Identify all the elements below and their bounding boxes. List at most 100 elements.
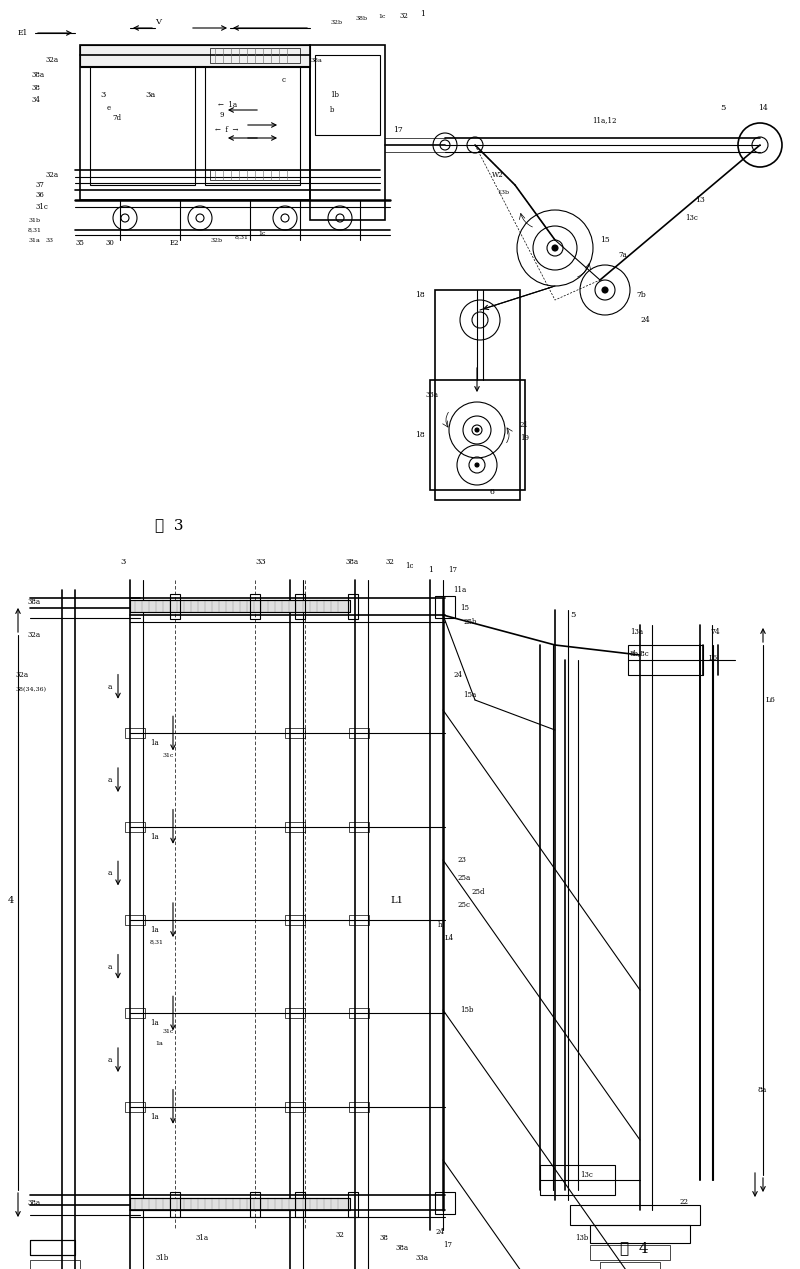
Text: 33a: 33a xyxy=(425,391,438,398)
Bar xyxy=(125,728,145,739)
Bar xyxy=(130,1198,350,1211)
Text: ←  1a: ← 1a xyxy=(218,102,237,109)
Text: 8,31: 8,31 xyxy=(28,227,42,232)
Text: ←  f  →: ← f → xyxy=(215,126,238,135)
Circle shape xyxy=(552,245,558,251)
Bar xyxy=(285,728,305,739)
Text: 图  4: 图 4 xyxy=(620,1241,649,1255)
Text: E2: E2 xyxy=(170,239,179,247)
Text: 8,31: 8,31 xyxy=(150,939,164,944)
Text: 11a,12: 11a,12 xyxy=(592,115,617,124)
Text: 18: 18 xyxy=(415,431,425,439)
Text: L6: L6 xyxy=(709,654,718,662)
Text: 15: 15 xyxy=(460,604,469,612)
Bar xyxy=(250,1192,260,1217)
Text: 1a: 1a xyxy=(150,926,158,934)
Bar xyxy=(125,1009,145,1018)
Text: 33a: 33a xyxy=(415,1254,428,1261)
Text: 25b: 25b xyxy=(463,618,477,626)
Text: 3: 3 xyxy=(120,558,126,566)
Bar xyxy=(90,65,195,185)
Bar xyxy=(80,44,310,201)
Text: 1a: 1a xyxy=(150,832,158,840)
Text: 37: 37 xyxy=(35,181,44,189)
Text: 38: 38 xyxy=(32,84,41,91)
Text: 17: 17 xyxy=(448,566,457,574)
Text: 8,31: 8,31 xyxy=(235,235,249,240)
Text: 38a: 38a xyxy=(28,1199,41,1207)
Text: 38a: 38a xyxy=(310,57,322,62)
Text: 1b: 1b xyxy=(330,91,339,99)
Text: 31c: 31c xyxy=(162,1029,174,1034)
Text: 18: 18 xyxy=(415,291,425,299)
Text: 31b: 31b xyxy=(28,217,40,222)
Bar xyxy=(600,1261,660,1269)
Text: L4: L4 xyxy=(445,934,454,942)
Text: 32a: 32a xyxy=(45,56,58,63)
Text: 30: 30 xyxy=(105,239,114,247)
Text: 7d: 7d xyxy=(112,114,121,122)
Bar xyxy=(430,379,525,490)
Text: 31a: 31a xyxy=(195,1233,208,1242)
Text: b: b xyxy=(330,107,334,114)
Text: 3: 3 xyxy=(100,91,106,99)
Bar xyxy=(349,915,369,925)
Bar xyxy=(250,594,260,619)
Text: 1c: 1c xyxy=(258,231,266,236)
Text: a: a xyxy=(108,777,113,784)
Text: 图  3: 图 3 xyxy=(155,518,183,532)
Text: 25c: 25c xyxy=(458,901,471,909)
Bar xyxy=(285,915,305,925)
Text: 34: 34 xyxy=(32,96,41,104)
Text: 38a: 38a xyxy=(395,1244,408,1253)
Text: 13b: 13b xyxy=(497,189,509,194)
Bar xyxy=(348,1192,358,1217)
Text: E1: E1 xyxy=(18,29,28,37)
Text: 9: 9 xyxy=(220,110,225,119)
Text: 32a: 32a xyxy=(45,171,58,179)
Text: 6: 6 xyxy=(490,489,495,496)
Text: 13: 13 xyxy=(695,195,705,204)
Bar xyxy=(310,44,385,220)
Text: 25a: 25a xyxy=(458,874,471,882)
Text: 13b: 13b xyxy=(575,1233,588,1242)
Bar xyxy=(349,1009,369,1018)
Text: 17: 17 xyxy=(443,1241,452,1249)
Bar xyxy=(125,1101,145,1112)
Bar xyxy=(628,645,703,675)
Text: 7b: 7b xyxy=(636,291,646,299)
Text: 31c: 31c xyxy=(162,753,174,758)
Text: 31a: 31a xyxy=(28,237,40,242)
Text: 7a: 7a xyxy=(618,251,626,259)
Text: 1c: 1c xyxy=(405,562,414,570)
Text: 8a: 8a xyxy=(758,1086,767,1094)
Bar xyxy=(315,55,380,135)
Text: 11a: 11a xyxy=(453,586,466,594)
Text: 1a: 1a xyxy=(150,1113,158,1121)
Text: 5: 5 xyxy=(720,104,726,112)
Text: 74: 74 xyxy=(710,628,720,636)
Bar xyxy=(130,600,350,612)
Bar xyxy=(570,1206,700,1225)
Bar xyxy=(170,594,180,619)
Text: 15b: 15b xyxy=(460,1006,474,1014)
Text: 31b: 31b xyxy=(155,1254,168,1261)
Bar xyxy=(30,1260,80,1269)
Text: a: a xyxy=(108,1056,113,1063)
Text: 1a: 1a xyxy=(155,1041,162,1046)
Text: 1a: 1a xyxy=(150,1019,158,1028)
Text: 13c: 13c xyxy=(580,1171,593,1179)
Text: a: a xyxy=(108,683,113,690)
Text: W2: W2 xyxy=(492,171,504,179)
Bar xyxy=(125,915,145,925)
Bar xyxy=(435,596,455,618)
Text: 31c: 31c xyxy=(35,203,48,211)
Bar xyxy=(285,821,305,831)
Text: 23: 23 xyxy=(458,857,467,864)
Text: h: h xyxy=(438,921,442,929)
Bar xyxy=(590,1245,670,1260)
Text: 4: 4 xyxy=(8,896,14,905)
Text: a: a xyxy=(108,963,113,971)
Text: 38a: 38a xyxy=(28,598,41,607)
Text: V: V xyxy=(155,18,161,25)
